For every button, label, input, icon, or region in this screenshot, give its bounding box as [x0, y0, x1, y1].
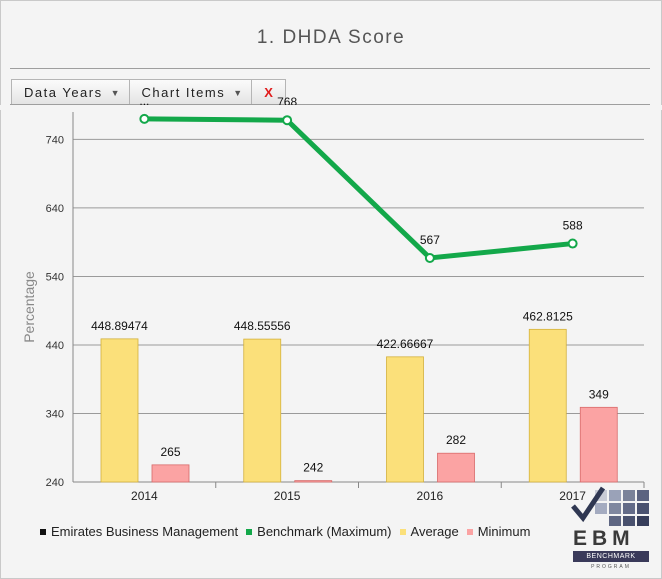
y-tick-label: 540	[46, 271, 64, 283]
minimum-bar-label: 349	[589, 387, 609, 401]
average-bar	[243, 338, 282, 483]
legend-item[interactable]: Average	[399, 524, 459, 539]
legend-label: Benchmark (Maximum)	[257, 524, 392, 539]
y-tick-label: 340	[46, 408, 64, 420]
average-bar-label: 448.89474	[91, 319, 148, 333]
chart-legend: Emirates Business Management Benchmark (M…	[40, 524, 530, 539]
benchmark-point-label: 588	[563, 219, 583, 233]
minimum-bar	[151, 464, 190, 483]
x-tick-label: 2015	[274, 489, 301, 503]
y-axis-label: Percentage	[21, 271, 37, 343]
chart-title: 1. DHDA Score	[256, 27, 406, 48]
benchmark-point	[282, 115, 293, 126]
logo-band: BENCHMARK	[573, 551, 649, 562]
average-bar	[528, 328, 567, 483]
benchmark-line	[144, 116, 573, 261]
legend-item[interactable]: Benchmark (Maximum)	[246, 524, 392, 539]
legend-item[interactable]: Emirates Business Management	[40, 524, 238, 539]
average-bar	[386, 356, 424, 483]
benchmark-point	[424, 252, 435, 263]
x-tick-label: 2016	[417, 489, 444, 503]
chevron-down-icon: ▼	[233, 87, 243, 98]
minimum-bar	[579, 406, 618, 483]
y-tick-label: 240	[46, 477, 64, 489]
legend-swatch	[40, 528, 46, 535]
minimum-bar-label: 282	[446, 433, 466, 447]
benchmark-point	[567, 238, 578, 249]
legend-label: Emirates Business Management	[51, 524, 239, 539]
ebm-logo: EBM BENCHMARK PROGRAM	[569, 486, 653, 574]
y-tick-label: 740	[46, 134, 64, 146]
average-bar-label: 462.8125	[523, 309, 573, 323]
title-divider	[10, 68, 650, 69]
legend-swatch	[246, 528, 253, 535]
chart-items-dropdown[interactable]: Chart Items ▼	[130, 80, 253, 105]
benchmark-point-label: ...	[139, 94, 149, 108]
toolbar-divider	[10, 104, 650, 105]
legend-label: Average	[410, 524, 459, 539]
data-years-label: Data Years	[24, 85, 103, 100]
average-bar	[100, 338, 139, 483]
data-years-dropdown[interactable]: Data Years ▼	[12, 80, 130, 105]
average-bar-label: 448.55556	[234, 319, 291, 333]
chart-items-label: Chart Items	[141, 85, 226, 100]
plot-top-mask	[0, 105, 662, 110]
minimum-bar-label: 265	[160, 445, 180, 459]
legend-label: Minimum	[477, 524, 531, 539]
logo-text: EBM	[573, 527, 635, 550]
close-button[interactable]: X	[264, 85, 273, 100]
average-bar-label: 422.66667	[377, 337, 434, 351]
benchmark-point-label: 567	[420, 233, 440, 247]
minimum-bar-label: 242	[303, 461, 323, 475]
logo-check-icon	[571, 486, 649, 526]
x-tick-label: 2014	[131, 489, 158, 503]
minimum-bar	[437, 452, 475, 483]
legend-swatch	[399, 528, 406, 535]
y-tick-label: 440	[46, 340, 64, 352]
chevron-down-icon: ▼	[110, 87, 120, 98]
minimum-bar	[294, 480, 333, 483]
y-tick-label: 640	[46, 203, 64, 215]
logo-sub: PROGRAM	[591, 564, 631, 570]
legend-swatch	[466, 528, 473, 535]
legend-item[interactable]: Minimum	[466, 524, 531, 539]
benchmark-point	[139, 113, 150, 124]
x-tick-label: 2017	[559, 489, 586, 503]
